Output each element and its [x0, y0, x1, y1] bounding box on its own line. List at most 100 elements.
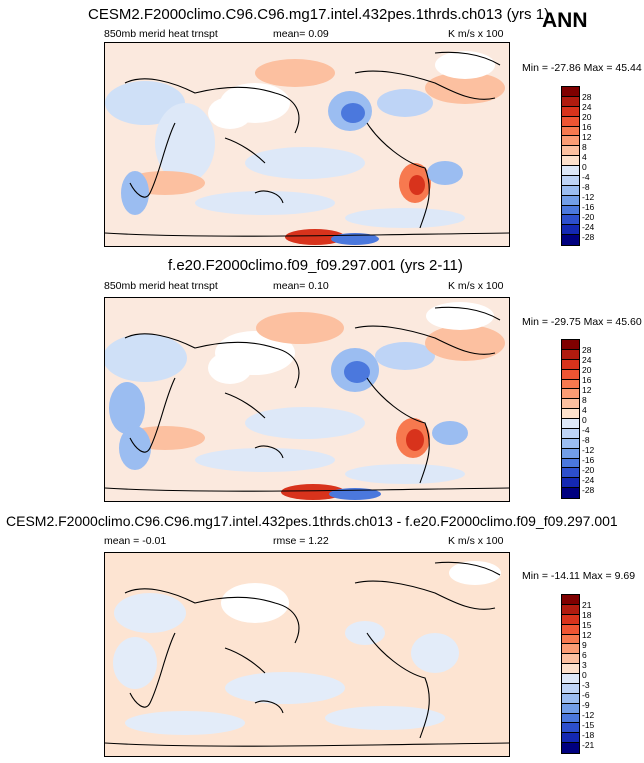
colorbar-segment	[562, 409, 579, 419]
colorbar-segment	[562, 664, 579, 674]
panel2-variable-label: 850mb merid heat trnspt	[104, 280, 218, 292]
panel3-cbar-label: 3	[582, 660, 587, 670]
colorbar-segment	[562, 674, 579, 684]
panel3-cbar-label: -15	[582, 720, 595, 730]
colorbar-segment	[562, 448, 579, 459]
panel3-minmax-stats: Min = -14.11 Max = 9.69	[522, 570, 636, 582]
panel1-cbar-label: -12	[582, 192, 595, 202]
colorbar-segment	[562, 225, 579, 236]
panel3-cbar-label: -9	[582, 700, 590, 710]
panel3-mean-label: mean = -0.01	[104, 535, 167, 547]
panel1-cbar-label: 12	[582, 132, 592, 142]
colorbar-segment	[562, 156, 579, 166]
panel2-map	[104, 297, 510, 502]
panel2-minmax-stats: Min = -29.75 Max = 45.60	[522, 316, 642, 328]
panel3-cbar-label: 9	[582, 640, 587, 650]
colorbar-segment	[562, 713, 579, 724]
colorbar-segment	[562, 693, 579, 704]
panel1-map	[104, 42, 510, 247]
panel2-cbar-label: -20	[582, 465, 595, 475]
panel1-cbar-label: -24	[582, 222, 595, 232]
panel3-map-field	[105, 561, 509, 747]
panel3-cbar-label: 18	[582, 610, 592, 620]
colorbar-segment	[562, 399, 579, 410]
colorbar-segment	[562, 683, 579, 694]
panel2-cbar-label: 24	[582, 355, 592, 365]
panel1-cbar-label: 28	[582, 92, 592, 102]
panel2-cbar-label: -28	[582, 485, 595, 495]
panel1-variable-label: 850mb merid heat trnspt	[104, 28, 218, 40]
colorbar-segment	[562, 369, 579, 380]
colorbar-segment	[562, 478, 579, 489]
colorbar-segment	[562, 205, 579, 216]
panel1-cbar-label: -4	[582, 172, 590, 182]
colorbar-segment	[562, 87, 579, 97]
panel2-cbar-label: -4	[582, 425, 590, 435]
panel3-cbar-label: 15	[582, 620, 592, 630]
panel3-title: CESM2.F2000climo.C96.C96.mg17.intel.432p…	[6, 513, 618, 529]
colorbar-segment	[562, 614, 579, 625]
panel3-rmse-label: rmse = 1.22	[273, 535, 329, 547]
panel1-cbar-label: 4	[582, 152, 587, 162]
panel2-cbar-label: 8	[582, 395, 587, 405]
colorbar-segment	[562, 146, 579, 157]
panel1-minmax-stats: Min = -27.86 Max = 45.44	[522, 62, 642, 74]
panel2-colorbar	[561, 339, 580, 499]
colorbar-segment	[562, 624, 579, 635]
panel2-cbar-label: -16	[582, 455, 595, 465]
panel2-cbar-label: 0	[582, 415, 587, 425]
panel3-map	[104, 552, 510, 757]
colorbar-segment	[562, 654, 579, 665]
panel2-mean-label: mean= 0.10	[273, 280, 329, 292]
panel2-cbar-label: 20	[582, 365, 592, 375]
panel1-cbar-label: -20	[582, 212, 595, 222]
panel3-cbar-label: -21	[582, 740, 595, 750]
colorbar-segment	[562, 96, 579, 107]
panel1-cbar-label: -28	[582, 232, 595, 242]
panel3-units-label: K m/s x 100	[448, 535, 504, 547]
panel2-title: f.e20.F2000climo.f09_f09.297.001 (yrs 2-…	[168, 257, 463, 274]
panel1-colorbar	[561, 86, 580, 246]
colorbar-segment	[562, 595, 579, 605]
colorbar-segment	[562, 175, 579, 186]
colorbar-segment	[562, 340, 579, 350]
colorbar-segment	[562, 428, 579, 439]
colorbar-segment	[562, 195, 579, 206]
colorbar-segment	[562, 235, 579, 245]
panel1-units-label: K m/s x 100	[448, 28, 504, 40]
panel2-cbar-label: 28	[582, 345, 592, 355]
season-label: ANN	[542, 9, 588, 32]
panel1-cbar-label: 16	[582, 122, 592, 132]
colorbar-segment	[562, 438, 579, 449]
panel1-cbar-label: 0	[582, 162, 587, 172]
colorbar-segment	[562, 419, 579, 429]
colorbar-segment	[562, 458, 579, 469]
panel2-cbar-label: -12	[582, 445, 595, 455]
colorbar-segment	[562, 126, 579, 137]
colorbar-segment	[562, 488, 579, 498]
panel3-cbar-label: -12	[582, 710, 595, 720]
panel2-units-label: K m/s x 100	[448, 280, 504, 292]
colorbar-segment	[562, 379, 579, 390]
panel2-cbar-label: 12	[582, 385, 592, 395]
colorbar-segment	[562, 644, 579, 655]
colorbar-segment	[562, 723, 579, 734]
colorbar-segment	[562, 468, 579, 479]
panel1-cbar-label: 8	[582, 142, 587, 152]
panel1-cbar-label: 24	[582, 102, 592, 112]
panel1-mean-label: mean= 0.09	[273, 28, 329, 40]
panel2-map-field	[105, 302, 509, 500]
colorbar-segment	[562, 703, 579, 714]
panel1-map-field	[105, 51, 509, 245]
panel1-cbar-label: -16	[582, 202, 595, 212]
colorbar-segment	[562, 634, 579, 645]
panel3-cbar-label: 21	[582, 600, 592, 610]
panel2-cbar-label: -24	[582, 475, 595, 485]
colorbar-segment	[562, 166, 579, 176]
panel3-cbar-label: 0	[582, 670, 587, 680]
panel3-cbar-label: 12	[582, 630, 592, 640]
colorbar-segment	[562, 185, 579, 196]
panel1-title: CESM2.F2000climo.C96.C96.mg17.intel.432p…	[88, 6, 550, 23]
colorbar-segment	[562, 106, 579, 117]
panel3-cbar-label: -6	[582, 690, 590, 700]
